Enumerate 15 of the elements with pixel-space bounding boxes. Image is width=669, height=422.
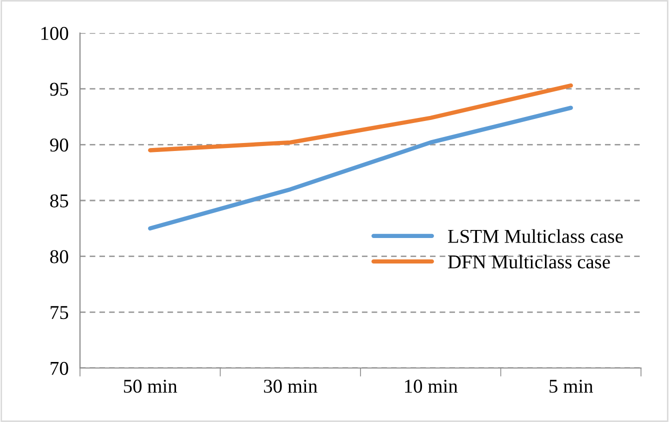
x-tick-label: 30 min	[264, 380, 318, 393]
y-tick-label: 95	[50, 82, 68, 96]
x-tick-label: 50 min	[124, 380, 178, 393]
line-series	[148, 83, 573, 152]
y-tick-label: 80	[50, 250, 68, 264]
y-tick-label: 100	[41, 26, 68, 40]
y-tick-label: 75	[50, 306, 68, 320]
x-tick-label: 10 min	[405, 380, 458, 393]
y-tick-label: 70	[50, 362, 68, 375]
y-tick-label: 90	[50, 138, 68, 152]
legend-label: DFN Multiclass case	[448, 254, 610, 268]
line-series	[148, 106, 573, 230]
x-tick-label: 5 min	[550, 380, 593, 393]
y-tick-label: 85	[50, 194, 68, 208]
legend-label: LSTM Multiclass case	[448, 229, 623, 243]
